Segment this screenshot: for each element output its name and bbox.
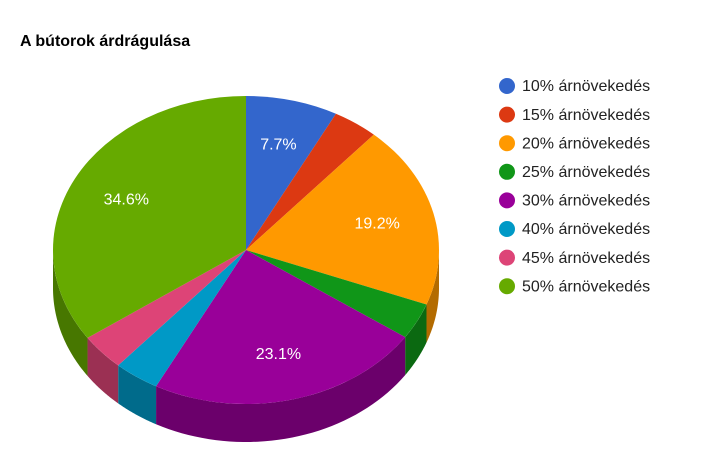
slice-label: 19.2% (354, 215, 399, 232)
slice-label: 34.6% (104, 191, 149, 208)
legend-marker (499, 135, 515, 152)
slice-side (53, 250, 88, 376)
legend-marker (499, 78, 515, 94)
slice-side (156, 337, 406, 442)
legend-marker (499, 221, 515, 237)
legend-label: 30% árnövekedés (522, 193, 650, 210)
slice-label: 23.1% (256, 346, 301, 363)
pie-slice (246, 96, 336, 250)
legend-label: 45% árnövekedés (522, 250, 650, 267)
slice-side (405, 304, 427, 376)
legend-label: 40% árnövekedés (522, 221, 650, 238)
slice-side (87, 337, 119, 404)
slice-label: 7.7% (260, 137, 296, 154)
pie-slice (52, 96, 246, 338)
chart-title: A bútorok árdrágulása (20, 33, 190, 50)
legend-marker (499, 106, 515, 123)
legend-label: 15% árnövekedés (522, 107, 650, 124)
legend-label: 50% árnövekedés (522, 278, 650, 295)
legend-label: 20% árnövekedés (522, 135, 650, 152)
pie-slice (246, 113, 374, 250)
pie-slice (87, 250, 246, 366)
slice-side (118, 365, 157, 425)
pie-slice (246, 250, 427, 338)
pie-slice (246, 134, 439, 305)
pie-slice (118, 250, 246, 387)
legend-marker (499, 278, 515, 295)
legend-marker (499, 249, 515, 266)
slice-side (426, 250, 439, 343)
pie-slice (156, 250, 406, 404)
legend-marker (499, 192, 515, 209)
legend-label: 10% árnövekedés (522, 78, 650, 95)
legend-label: 25% árnövekedés (522, 164, 650, 181)
legend-marker (499, 163, 515, 180)
